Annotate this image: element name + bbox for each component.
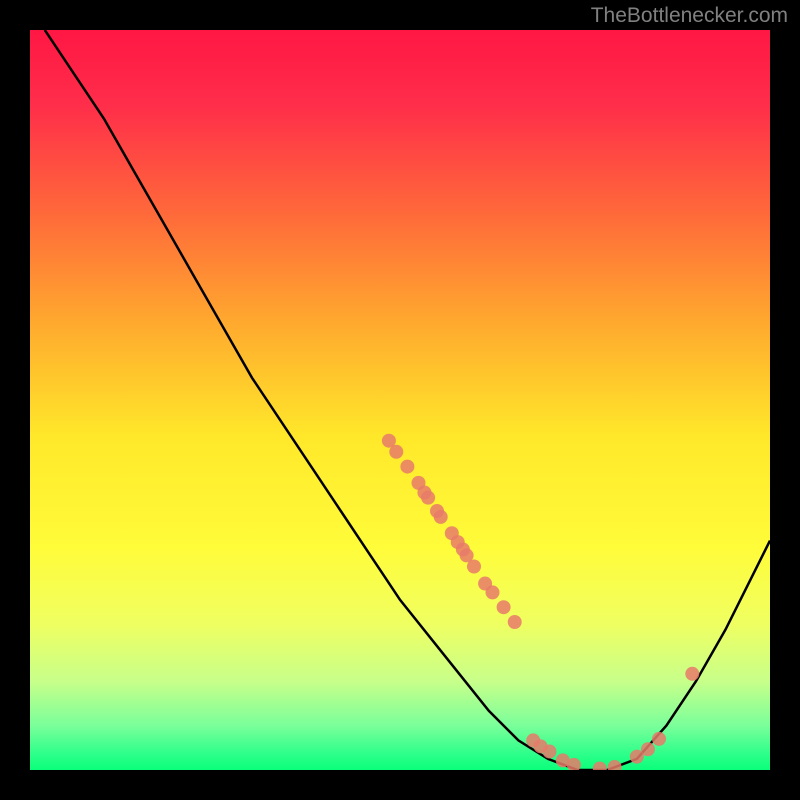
data-marker bbox=[542, 745, 556, 759]
data-marker bbox=[508, 615, 522, 629]
data-marker bbox=[389, 445, 403, 459]
data-marker bbox=[497, 600, 511, 614]
data-marker bbox=[608, 760, 622, 770]
data-marker bbox=[434, 510, 448, 524]
data-marker bbox=[593, 762, 607, 770]
chart-area bbox=[30, 30, 770, 770]
data-marker bbox=[421, 491, 435, 505]
data-markers bbox=[382, 434, 699, 770]
data-marker bbox=[400, 460, 414, 474]
bottleneck-curve bbox=[45, 30, 770, 770]
watermark-text: TheBottlenecker.com bbox=[591, 4, 788, 28]
data-marker bbox=[652, 732, 666, 746]
data-marker bbox=[685, 667, 699, 681]
curve-layer bbox=[30, 30, 770, 770]
data-marker bbox=[641, 742, 655, 756]
data-marker bbox=[486, 585, 500, 599]
data-marker bbox=[467, 560, 481, 574]
